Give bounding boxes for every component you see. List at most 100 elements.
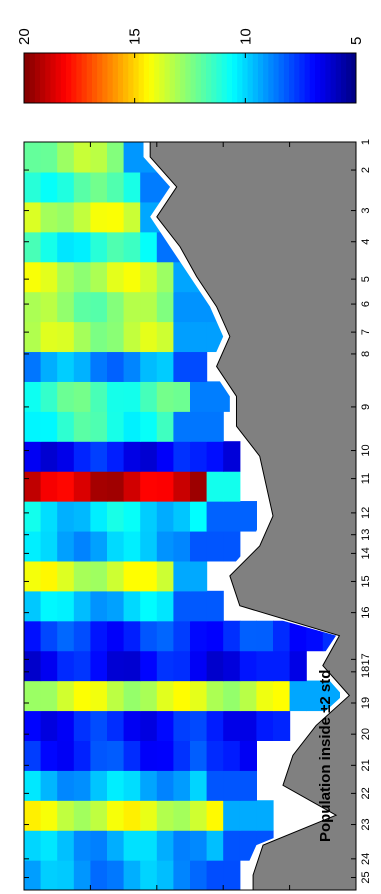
colorbar-step bbox=[81, 53, 87, 103]
colorbar-step bbox=[288, 53, 295, 103]
heatmap-cell bbox=[107, 650, 125, 682]
heatmap-cell bbox=[90, 441, 108, 472]
station-axis: 2524232221201918171615141312111098765432… bbox=[24, 139, 372, 884]
heatmap-cell bbox=[73, 291, 91, 323]
colorbar-step bbox=[60, 53, 66, 103]
heatmap-cell bbox=[107, 231, 125, 263]
heatmap-cell bbox=[57, 830, 75, 861]
heatmap-cell bbox=[40, 530, 58, 562]
heatmap-cell bbox=[289, 680, 307, 712]
heatmap-cell bbox=[206, 740, 224, 771]
heatmap-cell bbox=[123, 800, 141, 831]
colorbar-step bbox=[96, 53, 103, 103]
colorbar-step bbox=[70, 53, 77, 103]
station-tick-label: 19 bbox=[360, 697, 372, 709]
heatmap-cell bbox=[57, 351, 75, 382]
heatmap-cell bbox=[107, 590, 125, 622]
heatmap-cell bbox=[140, 501, 158, 532]
heatmap-cell bbox=[24, 620, 42, 652]
heatmap-cell bbox=[173, 710, 191, 741]
heatmap-cell bbox=[90, 501, 108, 532]
heatmap-cell bbox=[24, 740, 42, 771]
heatmap-cell bbox=[156, 740, 174, 771]
heatmap-cell bbox=[57, 560, 75, 592]
heatmap-cell bbox=[140, 441, 158, 472]
heatmap-cell bbox=[107, 321, 125, 353]
heatmap-cell bbox=[239, 740, 257, 771]
heatmap-cell bbox=[223, 830, 241, 861]
heatmap-cell bbox=[206, 770, 224, 801]
heatmap-cell bbox=[24, 261, 42, 293]
colorbar-step bbox=[169, 53, 175, 103]
heatmap-cell bbox=[173, 321, 191, 353]
station-tick-label: 23 bbox=[360, 818, 372, 830]
heatmap-cell bbox=[24, 650, 42, 682]
station-tick-label: 1 bbox=[360, 139, 372, 145]
heatmap-cell bbox=[156, 501, 174, 532]
heatmap-cell bbox=[57, 770, 75, 801]
heatmap-cell bbox=[206, 800, 224, 831]
heatmap-cell bbox=[140, 351, 158, 382]
heatmap-cell bbox=[57, 201, 75, 233]
colorbar-step bbox=[221, 53, 227, 103]
heatmap-cell bbox=[140, 800, 158, 831]
station-tick-label: 24 bbox=[360, 853, 372, 865]
heatmap-cell bbox=[223, 530, 241, 562]
heatmap-cell bbox=[57, 142, 75, 173]
colorbar-step bbox=[86, 53, 92, 103]
heatmap-cell bbox=[40, 381, 58, 412]
station-tick-label: 12 bbox=[360, 507, 372, 519]
heatmap-cell bbox=[140, 680, 158, 712]
heatmap-cell bbox=[57, 231, 75, 263]
heatmap-cell bbox=[123, 351, 141, 382]
colorbar-step bbox=[335, 53, 341, 103]
heatmap-cell bbox=[90, 231, 108, 263]
heatmap-cell bbox=[123, 291, 141, 323]
colorbar-step bbox=[39, 53, 46, 103]
colorbar-step bbox=[29, 53, 35, 103]
heatmap-cell bbox=[40, 710, 58, 741]
heatmap-cell bbox=[24, 411, 42, 442]
heatmap-cell bbox=[107, 560, 125, 592]
heatmap-cell bbox=[90, 650, 108, 682]
heatmap-cell bbox=[123, 650, 141, 682]
colorbar-step bbox=[262, 53, 269, 103]
heatmap-cell bbox=[24, 860, 42, 890]
heatmap-cell bbox=[40, 800, 58, 831]
heatmap-cell bbox=[73, 740, 91, 771]
heatmap-cell bbox=[289, 620, 307, 652]
heatmap-cell bbox=[40, 680, 58, 712]
heatmap-cell bbox=[57, 501, 75, 532]
heatmap-cell bbox=[40, 171, 58, 203]
colorbar-tick-label: 20 bbox=[16, 28, 33, 45]
colorbar-step bbox=[324, 53, 331, 103]
heatmap-cell bbox=[206, 620, 224, 652]
heatmap-cell bbox=[90, 261, 108, 293]
heatmap-cell bbox=[57, 710, 75, 741]
heatmap-cell bbox=[24, 291, 42, 323]
heatmap-cell bbox=[24, 321, 42, 353]
heatmap-cell bbox=[173, 830, 191, 861]
heatmap-cell bbox=[90, 620, 108, 652]
heatmap-cell bbox=[24, 501, 42, 532]
colorbar-step bbox=[195, 53, 201, 103]
heatmap-cell bbox=[40, 560, 58, 592]
heatmap-cell bbox=[140, 620, 158, 652]
heatmap-cell bbox=[40, 261, 58, 293]
heatmap-cell bbox=[289, 650, 307, 682]
heatmap-cell bbox=[123, 441, 141, 472]
station-tick-label: 25 bbox=[360, 871, 372, 883]
heatmap-cell bbox=[90, 291, 108, 323]
heatmap-cell bbox=[140, 710, 158, 741]
heatmap-cell bbox=[90, 590, 108, 622]
heatmap-cell bbox=[73, 142, 91, 173]
colorbar-step bbox=[138, 53, 144, 103]
colorbar-step bbox=[44, 53, 51, 103]
heatmap-cell bbox=[140, 381, 158, 412]
heatmap-cell bbox=[156, 830, 174, 861]
heatmap-cell bbox=[256, 710, 274, 741]
colorbar-step bbox=[210, 53, 217, 103]
heatmap-cell bbox=[90, 381, 108, 412]
heatmap-cell bbox=[73, 321, 91, 353]
heatmap-cell bbox=[24, 351, 42, 382]
